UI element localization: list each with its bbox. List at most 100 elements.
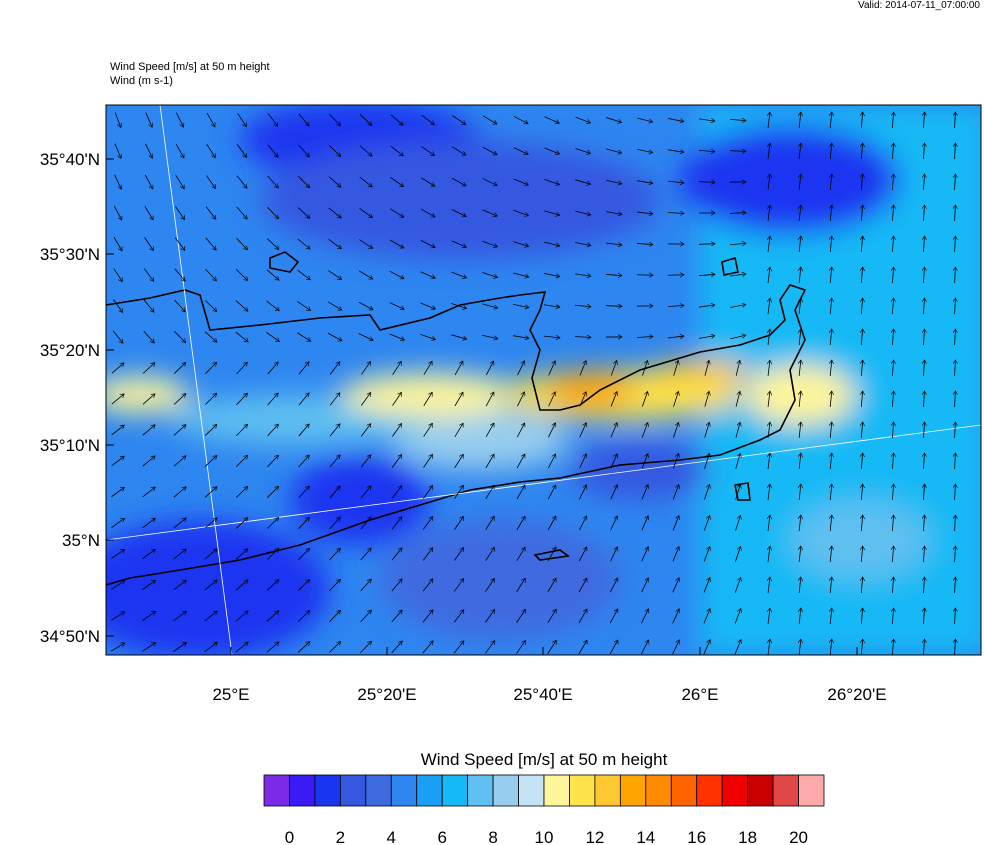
wind-arrow [547,578,557,593]
wind-arrow [923,484,924,501]
wind-arrow [235,642,248,653]
wind-arrow [668,150,684,152]
valid-time: Valid: 2014-07-11_07:00:00 [858,0,980,11]
wind-arrow [390,208,403,218]
wind-arrow [516,423,524,438]
wind-arrow [422,548,433,561]
wind-arrow [892,143,893,160]
wind-arrow [830,422,832,439]
wind-arrow [955,391,956,408]
wind-arrow [360,424,371,437]
wind-arrow [516,485,525,500]
wind-arrow [605,306,622,307]
wind-arrow [329,424,340,437]
lon-label: 26°E [681,685,718,704]
wind-arrow [861,205,862,222]
wind-arrow [579,392,586,407]
wind-arrow [482,178,497,186]
wind-arrow [267,113,278,127]
wind-arrow [266,332,279,341]
wind-arrow [830,360,832,377]
wind-arrow [579,361,586,376]
wind-arrow [698,274,715,275]
colorbar-label: 4 [387,828,396,845]
wind-arrow [205,237,216,250]
wind-arrow [329,486,340,499]
wind-arrow [667,305,684,306]
wind-arrow [923,205,924,222]
lon-label: 25°40'E [513,685,572,704]
wind-arrow [517,392,524,407]
wind-arrow [861,484,862,501]
wind-arrow [735,484,741,500]
wind-arrow [861,391,862,408]
wind-arrow [267,455,278,468]
wind-arrow [668,118,684,121]
wind-arrow [703,515,709,531]
wind-arrow [329,145,340,156]
wind-arrow [729,243,746,245]
wind-arrow [361,361,370,375]
wind-arrow [298,424,309,437]
wind-arrow [328,270,341,280]
wind-arrow [328,207,341,218]
wind-arrow [735,453,740,469]
wind-arrow [730,274,746,276]
wind-arrow [142,394,155,405]
colorbar-label: 10 [535,828,554,845]
wind-arrow [544,336,560,338]
wind-arrow [485,423,494,438]
wind-arrow [237,113,247,126]
wind-arrow [143,268,154,282]
wind-arrow [734,640,741,655]
wind-arrow [391,517,402,530]
wind-arrow [699,305,715,307]
wind-arrow [923,515,924,532]
wind-arrow [516,640,525,654]
wind-arrow [206,144,216,157]
wind-arrow [578,609,587,624]
wind-arrow [111,456,125,467]
wind-arrow [830,391,832,408]
wind-arrow [672,578,679,593]
wind-arrow [923,577,924,594]
wind-arrow [174,299,186,312]
wind-arrow [111,425,125,436]
wind-arrow [113,268,123,281]
wind-arrow [830,267,832,284]
lat-label: 34°50'N [40,627,100,646]
wind-arrow [641,454,648,469]
wind-arrow [923,608,924,625]
wind-arrow [298,579,309,591]
wind-arrow [955,112,956,129]
wind-arrow [267,206,278,218]
field-title: Wind Speed [m/s] at 50 m height [110,61,270,73]
wind-arrow [358,333,373,341]
wind-arrow [892,515,893,532]
wind-arrow [768,360,770,376]
wind-arrow [205,300,216,311]
wind-arrow [482,240,498,247]
wind-arrow [606,117,621,123]
wind-arrow [329,455,340,468]
wind-arrow [923,391,924,408]
lat-label: 35°10'N [40,436,100,455]
wind-arrow [112,330,123,344]
wind-arrow [236,424,247,437]
wind-arrow [454,454,464,468]
wind-arrow [329,393,340,406]
wind-arrow [329,113,341,126]
wind-arrow [204,580,217,591]
wind-arrow [729,119,746,120]
wind-arrow [451,334,466,339]
wind-arrow [892,453,893,470]
wind-arrow [955,608,956,625]
wind-arrow [266,611,279,622]
wind-arrow [235,300,248,312]
wind-arrow [391,610,402,623]
wind-arrow [672,516,679,531]
wind-arrow [111,487,125,498]
wind-arrow [358,270,373,280]
wind-arrow [329,641,340,653]
wind-arrow [485,485,495,500]
